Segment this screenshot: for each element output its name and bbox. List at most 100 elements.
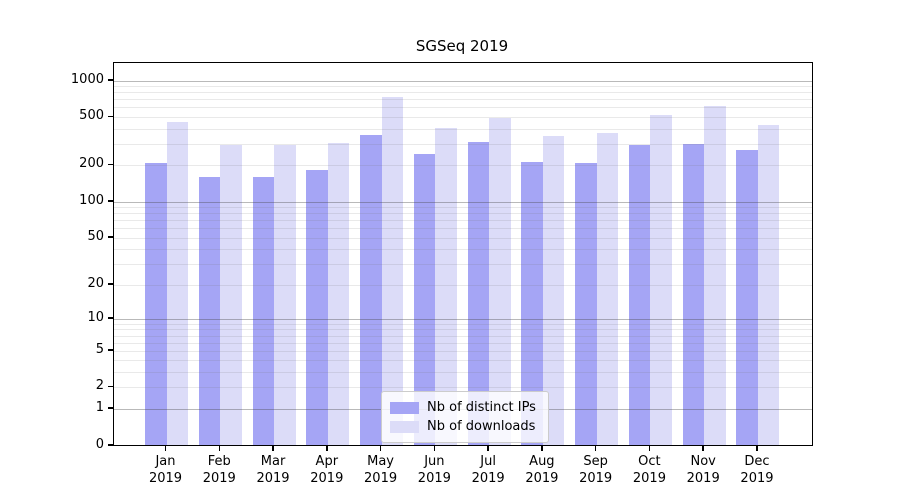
x-tick-label-apr: Apr 2019 [310, 454, 344, 486]
gridline-600 [114, 107, 812, 109]
bar-distinct-ips-nov [682, 144, 705, 445]
y-tick-1000 [108, 79, 113, 81]
gridline-900 [114, 86, 812, 88]
y-tick-5 [108, 349, 113, 351]
x-tick-label-feb: Feb 2019 [202, 454, 236, 486]
gridline-60 [114, 228, 812, 230]
x-tick-apr [326, 445, 328, 451]
legend: Nb of distinct IPs Nb of downloads [381, 391, 549, 443]
y-tick-label-50: 50 [87, 228, 104, 244]
x-tick-label-aug: Aug 2019 [525, 454, 559, 486]
bar-distinct-ips-jun [413, 154, 436, 445]
x-tick-mar [272, 445, 274, 451]
gridline-3 [114, 372, 812, 374]
gridline-800 [114, 92, 812, 94]
x-tick-oct [648, 445, 651, 451]
bar-distinct-ips-apr [306, 170, 328, 445]
gridline-7 [114, 335, 812, 337]
y-tick-2 [108, 385, 113, 388]
gridline-8 [114, 329, 812, 331]
y-tick-200 [108, 163, 113, 166]
gridline-20 [114, 284, 812, 286]
gridline-300 [114, 143, 812, 145]
gridline-500 [114, 117, 812, 119]
legend-swatch-distinct-ips [390, 401, 419, 414]
bar-downloads-sep [596, 132, 619, 445]
bar-distinct-ips-feb [198, 176, 221, 445]
gridline-70 [114, 220, 812, 222]
y-tick-label-5: 5 [95, 341, 104, 357]
x-tick-label-may: May 2019 [364, 454, 398, 486]
gridline-80 [114, 213, 812, 215]
x-tick-jan [164, 445, 167, 451]
bar-distinct-ips-aug [521, 161, 543, 445]
bar-downloads-mar [274, 144, 296, 445]
bar-downloads-feb [220, 144, 242, 445]
bar-downloads-aug [542, 136, 565, 445]
y-tick-label-500: 500 [79, 108, 104, 124]
bar-distinct-ips-jan [145, 162, 167, 445]
bar-downloads-dec [757, 124, 780, 445]
x-tick-may [379, 445, 382, 451]
x-tick-label-sep: Sep 2019 [579, 454, 613, 486]
bar-downloads-apr [327, 143, 350, 445]
y-tick-1 [108, 407, 113, 409]
gridline-200 [114, 165, 812, 167]
plot-area: Nb of distinct IPs Nb of downloads [113, 62, 813, 446]
legend-label-distinct-ips: Nb of distinct IPs [427, 400, 536, 415]
legend-label-downloads: Nb of downloads [427, 419, 536, 434]
y-tick-500 [108, 115, 113, 118]
legend-item-distinct-ips: Nb of distinct IPs [390, 398, 540, 417]
bar-downloads-may [381, 96, 404, 445]
x-tick-aug [541, 445, 543, 451]
x-tick-nov [702, 445, 704, 451]
bar-downloads-jun [435, 127, 457, 445]
bar-distinct-ips-mar [252, 177, 275, 445]
gridline-9 [114, 323, 812, 325]
x-tick-label-oct: Oct 2019 [632, 454, 666, 486]
gridline-90 [114, 207, 812, 209]
x-tick-label-jul: Jul 2019 [471, 454, 505, 486]
x-tick-label-mar: Mar 2019 [256, 454, 290, 486]
x-tick-dec [756, 445, 758, 451]
bar-downloads-oct [650, 115, 672, 445]
x-tick-jul [487, 445, 489, 451]
gridline-6 [114, 342, 812, 344]
y-tick-label-1000: 1000 [70, 71, 104, 87]
x-tick-label-dec: Dec 2019 [740, 454, 774, 486]
bar-downloads-jan [166, 121, 188, 445]
x-tick-jun [433, 445, 436, 451]
y-tick-label-20: 20 [87, 275, 104, 291]
y-tick-100 [108, 200, 113, 202]
legend-swatch-downloads [390, 420, 419, 433]
y-tick-label-10: 10 [87, 309, 104, 325]
bar-downloads-nov [704, 106, 726, 445]
bar-distinct-ips-oct [628, 144, 651, 445]
legend-item-downloads: Nb of downloads [390, 417, 540, 436]
y-tick-label-1: 1 [95, 399, 104, 415]
y-tick-label-2: 2 [95, 378, 104, 394]
gridline-400 [114, 128, 812, 130]
y-tick-10 [108, 317, 113, 319]
gridline-30 [114, 264, 812, 266]
y-tick-50 [108, 236, 113, 238]
y-tick-label-0: 0 [95, 436, 104, 452]
bar-distinct-ips-dec [736, 149, 758, 445]
y-tick-20 [108, 283, 113, 285]
y-tick-0 [108, 444, 113, 446]
x-tick-feb [218, 445, 221, 451]
bar-distinct-ips-sep [575, 162, 597, 445]
gridline-2 [114, 387, 812, 389]
gridline-1000 [114, 80, 812, 82]
gridline-5 [114, 350, 812, 352]
gridline-40 [114, 249, 812, 251]
bar-downloads-jul [489, 118, 511, 445]
x-tick-label-jun: Jun 2019 [417, 454, 451, 486]
x-tick-sep [594, 445, 597, 451]
x-tick-label-jan: Jan 2019 [148, 454, 183, 486]
x-tick-label-nov: Nov 2019 [686, 454, 720, 486]
gridline-4 [114, 360, 812, 362]
y-tick-label-100: 100 [79, 192, 104, 208]
chart-title: SGSeq 2019 [415, 37, 509, 55]
